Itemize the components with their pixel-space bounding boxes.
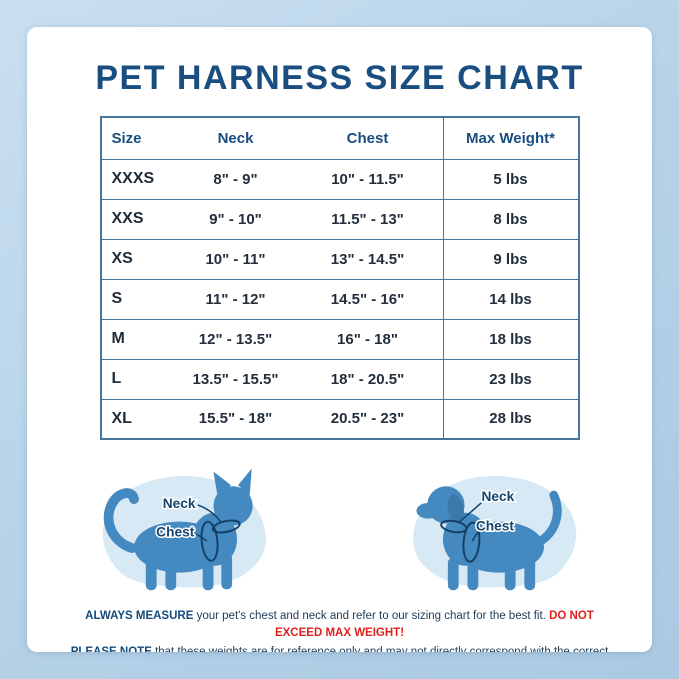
size-chart-card: PET HARNESS SIZE CHART Size Neck Chest M… [27, 27, 652, 652]
cat-neck-label: Neck [163, 496, 196, 511]
table-row-m: M 12" - 13.5" 16" - 18" 18 lbs [100, 319, 579, 360]
always-measure-text: ALWAYS MEASURE [85, 610, 194, 622]
table-row-xl: XL 15.5" - 18" 20.5" - 23" 28 lbs [101, 399, 579, 439]
weight-cell: 18 lbs [442, 319, 579, 360]
cat-illustration: Neck Chest [102, 468, 266, 591]
dog-neck-pointer-line [458, 502, 482, 524]
footer-line-1: ALWAYS MEASURE your pet's chest and neck… [61, 608, 618, 643]
weight-cell: 8 lbs [442, 199, 579, 240]
size-cell: XL [111, 409, 132, 427]
cat-chest-strap [200, 520, 219, 562]
header-neck: Neck [178, 117, 293, 160]
dog-tail [537, 490, 562, 545]
chest-cell: 11.5" - 13" [292, 199, 443, 240]
footer-line-1-text: your pet's chest and neck and refer to o… [193, 610, 550, 622]
size-cell: XXS [100, 199, 179, 240]
header-chest: Chest [292, 117, 443, 160]
size-table: Size Neck Chest Max Weight* XXXS 8" - 9"… [99, 116, 580, 440]
neck-cell: 11" - 12" [178, 279, 293, 320]
table-row-xxxs: XXXS 8" - 9" 10" - 11.5" 5 lbs [100, 159, 579, 200]
size-cell: M [100, 319, 179, 360]
chest-cell: 18" - 20.5" [292, 359, 443, 400]
table-header-row: Size Neck Chest Max Weight* [100, 117, 579, 160]
chest-cell: 14.5" - 16" [292, 279, 443, 320]
size-cell: XXXS [100, 159, 179, 200]
neck-cell: 15.5" - 18" [198, 410, 273, 428]
neck-cell: 9" - 10" [178, 199, 293, 240]
cat-chest-label: Chest [156, 524, 195, 539]
weight-cell: 5 lbs [442, 159, 579, 200]
weight-cell: 14 lbs [442, 279, 579, 320]
table-row-xxs: XXS 9" - 10" 11.5" - 13" 8 lbs [100, 199, 579, 240]
dog-neck-label: Neck [481, 489, 514, 504]
weight-cell: 23 lbs [442, 359, 579, 400]
footer-line-2-text: that these weights are for reference onl… [155, 645, 609, 653]
weight-cell: 28 lbs [442, 399, 579, 439]
neck-cell: 12" - 13.5" [178, 319, 293, 360]
illustrations-row: Neck Chest [27, 450, 652, 602]
cat-tail [103, 488, 139, 553]
header-max-weight: Max Weight* [442, 117, 579, 160]
weight-cell: 9 lbs [442, 239, 579, 280]
neck-cell: 10" - 11" [178, 239, 293, 280]
chest-cell: 16" - 18" [292, 319, 443, 360]
header-size: Size [100, 117, 179, 160]
size-cell: L [100, 359, 179, 400]
cat-chest-pointer-line [192, 531, 208, 542]
chest-cell: 13" - 14.5" [292, 239, 443, 280]
size-cell: S [100, 279, 179, 320]
dog-ear [447, 494, 464, 524]
dog-chest-pointer-line [471, 529, 480, 542]
chest-cell: 10" - 11.5" [292, 159, 443, 200]
dog-chest-strap [462, 521, 481, 563]
page-title: PET HARNESS SIZE CHART [95, 59, 584, 97]
please-note-text: PLEASE NOTE [70, 645, 152, 653]
neck-cell: 8" - 9" [178, 159, 293, 200]
table-row-s: S 11" - 12" 14.5" - 16" 14 lbs [100, 279, 579, 320]
cat-neck-strap [211, 519, 241, 534]
neck-cell: 13.5" - 15.5" [178, 359, 293, 400]
table-row-xs: XS 10" - 11" 13" - 14.5" 9 lbs [100, 239, 579, 280]
cat-neck-pointer-line [197, 504, 222, 523]
dog-chest-label: Chest [476, 518, 515, 533]
table-row-l: L 13.5" - 15.5" 18" - 20.5" 23 lbs [100, 359, 579, 400]
chest-cell: 20.5" - 23" [330, 410, 405, 428]
dog-illustration: Neck Chest [413, 475, 577, 591]
table-body: XXXS 8" - 9" 10" - 11.5" 5 lbs XXS 9" - … [100, 159, 579, 439]
footer-line-2: PLEASE NOTE that these weights are for r… [61, 644, 618, 653]
footer-note: ALWAYS MEASURE your pet's chest and neck… [27, 608, 652, 652]
size-cell: XS [100, 239, 179, 280]
max-weight-warning-text: DO NOT EXCEED MAX WEIGHT! [274, 610, 594, 640]
